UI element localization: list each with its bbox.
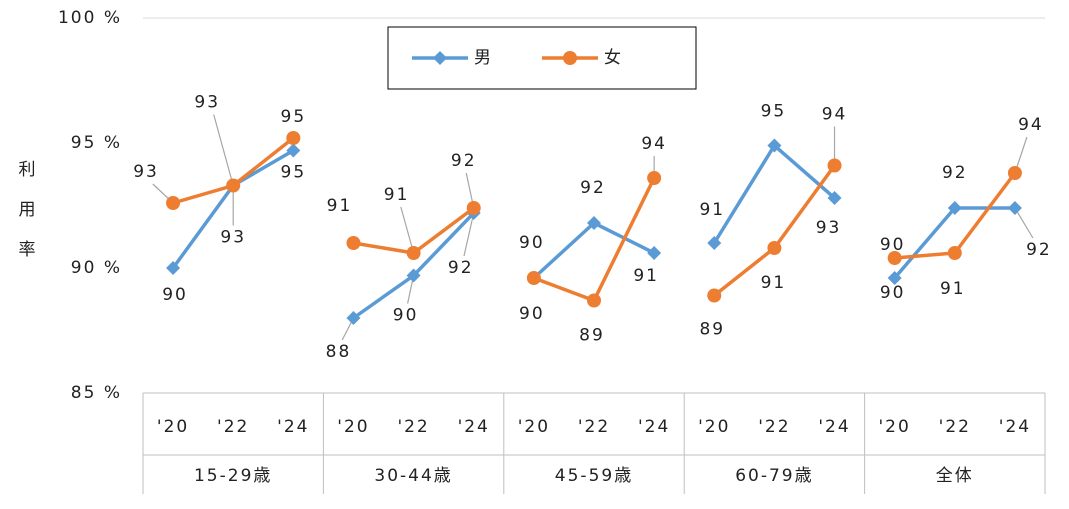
x-tick-label: '24: [818, 417, 850, 437]
group-label: 45-59歳: [555, 466, 633, 486]
x-tick-label: '20: [518, 417, 550, 437]
point: [587, 293, 601, 308]
x-tick-label: '24: [277, 417, 309, 437]
point: [887, 271, 902, 285]
point: [647, 246, 662, 260]
point: [1007, 201, 1022, 215]
x-tick-label: '22: [397, 417, 429, 437]
data-label: 90: [880, 283, 906, 303]
data-label: 91: [699, 200, 725, 220]
legend-label: 男: [474, 48, 493, 68]
y-tick-label: 95 %: [71, 133, 122, 153]
data-label: 90: [393, 306, 419, 326]
data-label: 94: [822, 105, 848, 125]
point: [827, 158, 842, 173]
group-label: 全体: [936, 466, 974, 486]
y-axis-label: 利: [19, 160, 38, 180]
point: [947, 246, 962, 260]
point: [587, 216, 601, 230]
point: [767, 241, 782, 255]
x-tick-label: '20: [157, 417, 189, 437]
data-label: 90: [519, 233, 545, 253]
line: [893, 206, 1015, 280]
data-label: 90: [519, 304, 545, 324]
data-label: 93: [220, 228, 246, 248]
data-label: 93: [194, 93, 220, 113]
data-label: 93: [133, 162, 159, 182]
y-tick-label: 90 %: [71, 258, 122, 278]
point: [1007, 166, 1022, 180]
data-label: 91: [633, 266, 659, 286]
x-tick-label: '24: [999, 417, 1031, 437]
point: [827, 191, 842, 205]
point: [947, 201, 962, 215]
point: [406, 246, 421, 260]
x-tick-label: '20: [337, 417, 369, 437]
data-label: 90: [162, 285, 188, 305]
group-label: 15-29歳: [194, 466, 272, 486]
legend-label: 女: [604, 48, 623, 68]
y-tick-label: 85 %: [71, 383, 122, 403]
y-tick-label: 100 %: [58, 8, 122, 28]
data-label: 92: [1026, 240, 1052, 260]
x-tick-label: '20: [879, 417, 911, 437]
point: [647, 171, 662, 185]
data-label: 91: [761, 273, 787, 293]
point: [707, 236, 722, 250]
x-tick-label: '22: [758, 417, 790, 437]
data-label: 91: [327, 196, 353, 216]
x-tick-label: '20: [698, 417, 730, 437]
data-label: 92: [942, 163, 968, 183]
data-label: 94: [1018, 115, 1044, 135]
data-label: 95: [281, 107, 307, 127]
point: [166, 261, 181, 275]
x-tick-label: '22: [578, 417, 610, 437]
data-label: 94: [641, 134, 667, 154]
leader-line: [213, 114, 234, 186]
point: [526, 271, 541, 285]
data-label: 92: [580, 178, 606, 198]
point: [433, 51, 447, 65]
point: [466, 201, 481, 215]
group-label: 30-44歳: [374, 466, 452, 486]
line: [894, 171, 1017, 260]
data-label: 95: [281, 163, 307, 183]
point: [406, 268, 421, 283]
leader-line: [463, 212, 475, 257]
point: [346, 236, 361, 250]
y-axis-label: 用: [19, 200, 38, 220]
x-tick-label: '24: [638, 417, 670, 437]
data-label: 92: [448, 258, 474, 278]
x-tick-label: '22: [939, 417, 971, 437]
point: [286, 143, 301, 158]
x-tick-label: '24: [458, 417, 490, 437]
leader-line: [1014, 207, 1034, 239]
data-label: 92: [451, 151, 477, 171]
data-label: 90: [880, 235, 906, 255]
data-label: 91: [384, 185, 410, 205]
point: [767, 138, 782, 153]
point: [346, 311, 361, 325]
y-axis-label: 率: [19, 240, 38, 260]
x-tick-label: '22: [217, 417, 249, 437]
data-label: 95: [761, 102, 787, 122]
point: [563, 51, 577, 65]
data-label: 93: [816, 218, 842, 238]
data-label: 89: [579, 326, 605, 346]
group-label: 60-79歳: [735, 466, 813, 486]
point: [226, 178, 241, 193]
point: [286, 131, 301, 145]
point: [887, 251, 902, 265]
leader-line: [400, 206, 415, 254]
point: [707, 288, 722, 303]
data-label: 89: [699, 320, 725, 340]
data-label: 88: [326, 342, 352, 362]
data-label: 91: [940, 279, 966, 299]
point: [166, 196, 181, 210]
